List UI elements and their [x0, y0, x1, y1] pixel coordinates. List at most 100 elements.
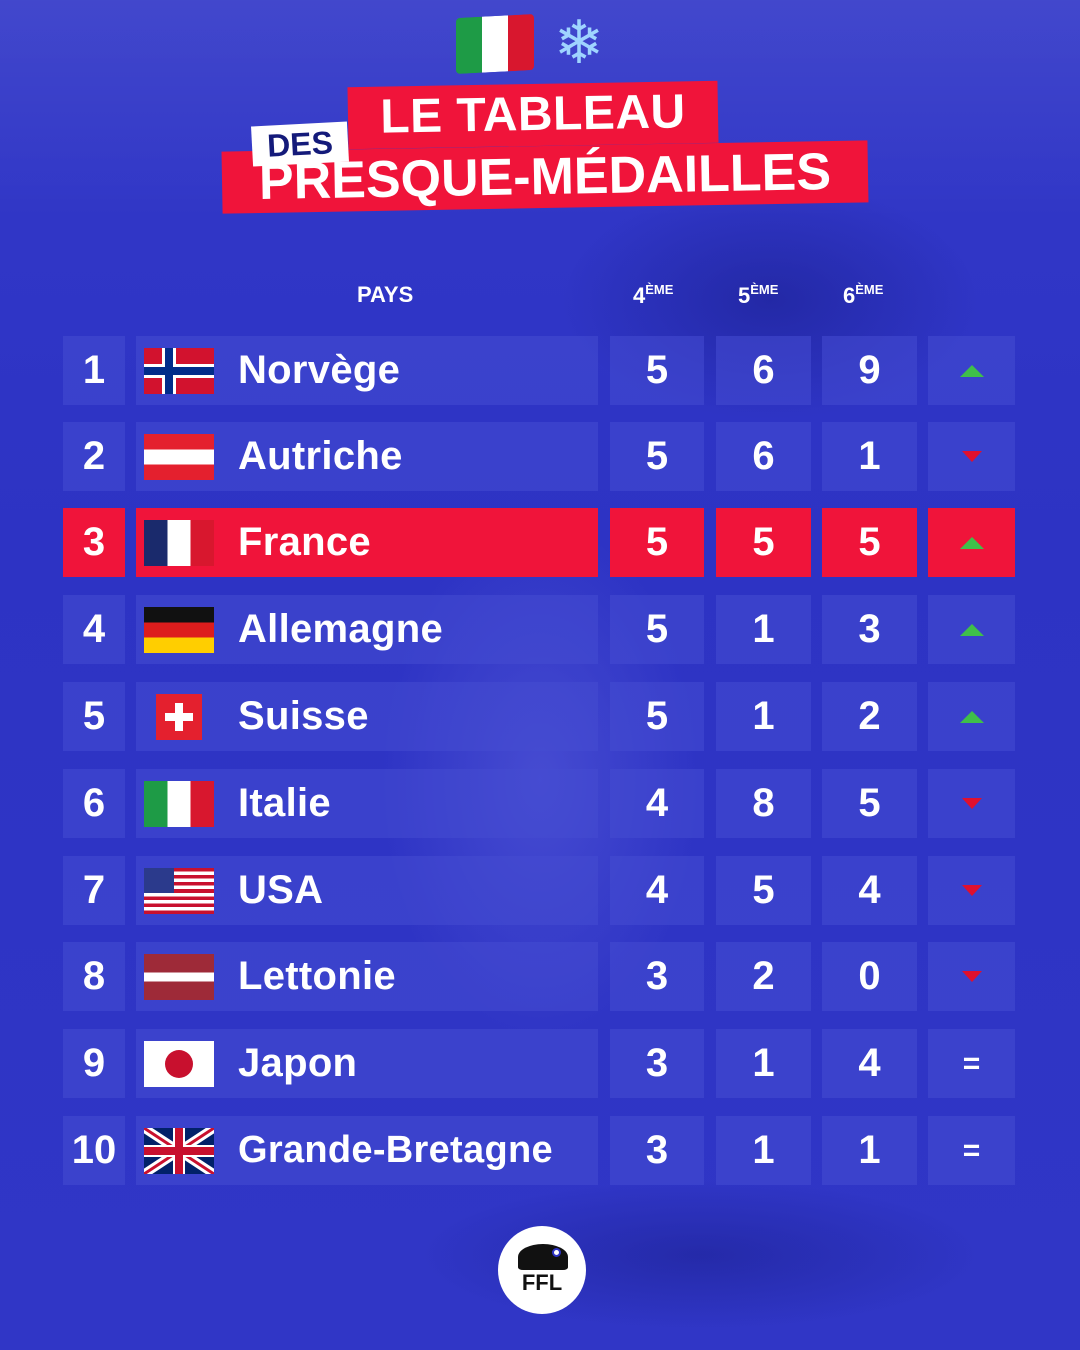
country-cell: Japon — [136, 1029, 598, 1098]
country-name: Italie — [238, 781, 331, 825]
sixth-count: 9 — [822, 336, 917, 405]
table-row: 9 Japon 3 1 4 = — [63, 1029, 1015, 1098]
country-cell: Allemagne — [136, 595, 598, 664]
arrow-up-icon — [959, 536, 984, 549]
column-header-5eme: 5ÈME — [738, 282, 779, 308]
country-name: Japon — [238, 1041, 358, 1085]
column-header-pays: PAYS — [357, 282, 414, 307]
table-row: 6 Italie 4 8 5 — [63, 769, 1015, 838]
sixth-count: 2 — [822, 682, 917, 751]
trend-cell — [928, 508, 1015, 577]
fourth-count: 5 — [610, 682, 704, 751]
header-emojis: ❄ — [456, 9, 626, 76]
fifth-count: 6 — [716, 422, 811, 491]
fifth-count: 2 — [716, 942, 811, 1011]
arrow-up-icon — [959, 623, 984, 636]
fifth-count: 8 — [716, 769, 811, 838]
country-cell: Norvège — [136, 336, 598, 405]
country-cell: Autriche — [136, 422, 598, 491]
rank-cell: 2 — [63, 422, 125, 491]
country-cell: USA — [136, 856, 598, 925]
rank-cell: 8 — [63, 942, 125, 1011]
fifth-count: 1 — [716, 1029, 811, 1098]
trend-cell — [928, 336, 1015, 405]
uk-flag-icon — [144, 1127, 214, 1174]
country-name: Grande-Bretagne — [238, 1129, 553, 1171]
trend-cell — [928, 769, 1015, 838]
latvia-flag-icon — [144, 953, 214, 1000]
fourth-count: 3 — [610, 1116, 704, 1185]
sixth-count: 5 — [822, 769, 917, 838]
sixth-count: 1 — [822, 1116, 917, 1185]
fourth-count: 5 — [610, 595, 704, 664]
arrow-down-icon — [961, 885, 982, 896]
arrow-down-icon — [961, 451, 982, 462]
sixth-count: 5 — [822, 508, 917, 577]
country-cell: Suisse — [136, 682, 598, 751]
sixth-count: 3 — [822, 595, 917, 664]
fifth-count: 5 — [716, 856, 811, 925]
trend-cell — [928, 422, 1015, 491]
bicorne-hat-icon — [518, 1244, 568, 1270]
country-cell: Lettonie — [136, 942, 598, 1011]
sixth-count: 1 — [822, 422, 917, 491]
fourth-count: 3 — [610, 942, 704, 1011]
country-name: France — [238, 520, 371, 564]
snowflake-icon: ❄ — [553, 9, 605, 76]
rank-cell: 4 — [63, 595, 125, 664]
fifth-count: 1 — [716, 1116, 811, 1185]
austria-flag-icon — [144, 433, 214, 480]
fifth-count: 5 — [716, 508, 811, 577]
country-name: Suisse — [238, 694, 369, 738]
germany-flag-icon — [144, 606, 214, 653]
table-row: 8 Lettonie 3 2 0 — [63, 942, 1015, 1011]
switzerland-flag-icon — [156, 693, 202, 740]
arrow-down-icon — [961, 971, 982, 982]
rank-cell: 6 — [63, 769, 125, 838]
arrow-down-icon — [961, 798, 982, 809]
trend-equal: = — [962, 1133, 981, 1167]
fifth-count: 1 — [716, 682, 811, 751]
fourth-count: 5 — [610, 336, 704, 405]
trend-cell: = — [928, 1116, 1015, 1185]
cocarde-icon — [552, 1248, 561, 1257]
fourth-count: 3 — [610, 1029, 704, 1098]
fourth-count: 5 — [610, 508, 704, 577]
table-row: 1 Norvège 5 6 9 — [63, 336, 1015, 405]
fifth-count: 6 — [716, 336, 811, 405]
rank-cell: 10 — [63, 1116, 125, 1185]
column-header-6eme: 6ÈME — [843, 282, 884, 308]
rank-cell: 7 — [63, 856, 125, 925]
italy-flag-icon — [144, 780, 214, 827]
rank-cell: 9 — [63, 1029, 125, 1098]
table-row: 4 Allemagne 5 1 3 — [63, 595, 1015, 664]
country-name: Allemagne — [238, 607, 443, 651]
trend-cell: = — [928, 1029, 1015, 1098]
fourth-count: 4 — [610, 769, 704, 838]
country-cell: Grande-Bretagne — [136, 1116, 598, 1185]
france-flag-icon — [144, 519, 214, 566]
trend-cell — [928, 682, 1015, 751]
country-name: USA — [238, 868, 324, 912]
ffl-logo: FFL — [498, 1226, 586, 1314]
norway-flag-icon — [144, 347, 214, 394]
table-row: 2 Autriche 5 6 1 — [63, 422, 1015, 491]
country-name: Autriche — [238, 434, 403, 478]
fourth-count: 4 — [610, 856, 704, 925]
country-name: Norvège — [238, 348, 401, 392]
trend-cell — [928, 942, 1015, 1011]
japan-flag-icon — [144, 1040, 214, 1087]
rank-cell: 1 — [63, 336, 125, 405]
rank-cell: 3 — [63, 508, 125, 577]
trend-equal: = — [962, 1046, 981, 1080]
logo-text: FFL — [521, 1270, 563, 1295]
trend-cell — [928, 595, 1015, 664]
sixth-count: 4 — [822, 856, 917, 925]
country-name: Lettonie — [238, 954, 396, 998]
arrow-up-icon — [959, 364, 984, 377]
fourth-count: 5 — [610, 422, 704, 491]
table-row: 5 Suisse 5 1 2 — [63, 682, 1015, 751]
fifth-count: 1 — [716, 595, 811, 664]
trend-cell — [928, 856, 1015, 925]
